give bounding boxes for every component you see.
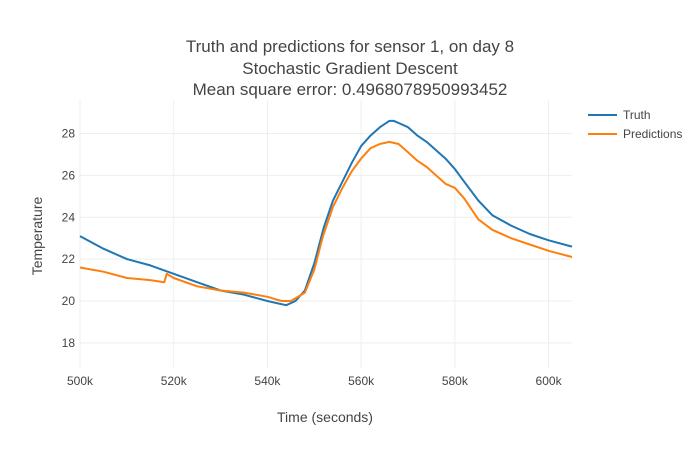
legend: Truth Predictions [588, 108, 682, 141]
y-tick-label: 20 [62, 294, 76, 308]
legend-item-predictions[interactable]: Predictions [588, 127, 682, 141]
chart-title-line-2: Stochastic Gradient Descent [242, 59, 458, 78]
series-lines [79, 119, 573, 307]
series-line-predictions[interactable] [79, 140, 573, 302]
axes: 500k 520k 540k 560k 580k 600k 18 20 22 24 26 28 [62, 127, 563, 389]
x-axis-label: Time (seconds) [277, 409, 373, 425]
gridlines [79, 100, 572, 368]
x-tick-label: 560k [348, 374, 375, 388]
series-line-truth[interactable] [79, 119, 573, 307]
y-tick-label: 22 [62, 252, 76, 266]
y-axis-label: Temperature [29, 196, 45, 275]
x-tick-label: 500k [67, 374, 94, 388]
chart-title-line-3: Mean square error: 0.4968078950993452 [193, 80, 508, 99]
x-tick-label: 540k [254, 374, 281, 388]
y-tick-label: 26 [62, 168, 76, 182]
y-tick-label: 28 [62, 127, 76, 141]
chart-title-line-1: Truth and predictions for sensor 1, on d… [186, 37, 514, 56]
legend-item-truth[interactable]: Truth [588, 108, 651, 122]
legend-label-predictions: Predictions [623, 127, 682, 141]
y-tick-label: 18 [62, 336, 76, 350]
x-tick-label: 520k [161, 374, 188, 388]
y-tick-label: 24 [62, 210, 76, 224]
legend-label-truth: Truth [623, 108, 651, 122]
x-tick-label: 580k [442, 374, 469, 388]
x-tick-label: 600k [536, 374, 563, 388]
